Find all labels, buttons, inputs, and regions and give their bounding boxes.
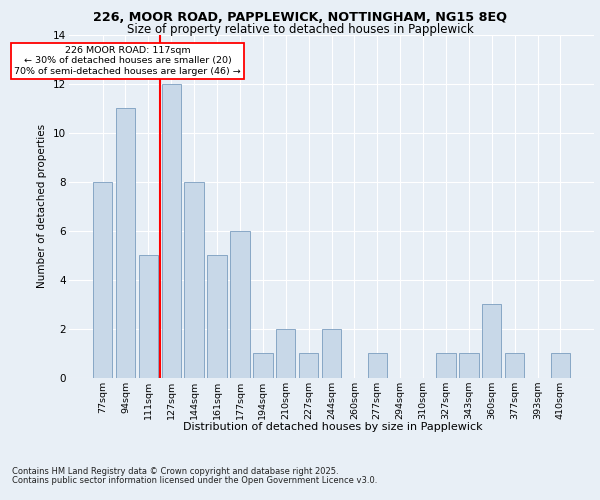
Bar [551, 353, 570, 378]
Bar [505, 353, 524, 378]
Bar [139, 255, 158, 378]
Text: Distribution of detached houses by size in Papplewick: Distribution of detached houses by size … [183, 422, 483, 432]
Bar [299, 353, 319, 378]
Bar [482, 304, 502, 378]
Bar [459, 353, 479, 378]
Text: Contains HM Land Registry data © Crown copyright and database right 2025.: Contains HM Land Registry data © Crown c… [12, 467, 338, 476]
Bar [436, 353, 455, 378]
Text: Contains public sector information licensed under the Open Government Licence v3: Contains public sector information licen… [12, 476, 377, 485]
Bar [368, 353, 387, 378]
Text: 226, MOOR ROAD, PAPPLEWICK, NOTTINGHAM, NG15 8EQ: 226, MOOR ROAD, PAPPLEWICK, NOTTINGHAM, … [93, 11, 507, 24]
Bar [276, 328, 295, 378]
Bar [184, 182, 204, 378]
Text: 226 MOOR ROAD: 117sqm
← 30% of detached houses are smaller (20)
70% of semi-deta: 226 MOOR ROAD: 117sqm ← 30% of detached … [14, 46, 241, 76]
Text: Size of property relative to detached houses in Papplewick: Size of property relative to detached ho… [127, 22, 473, 36]
Bar [208, 255, 227, 378]
Bar [161, 84, 181, 378]
Bar [253, 353, 272, 378]
Bar [230, 230, 250, 378]
Bar [116, 108, 135, 378]
Bar [93, 182, 112, 378]
Y-axis label: Number of detached properties: Number of detached properties [37, 124, 47, 288]
Bar [322, 328, 341, 378]
